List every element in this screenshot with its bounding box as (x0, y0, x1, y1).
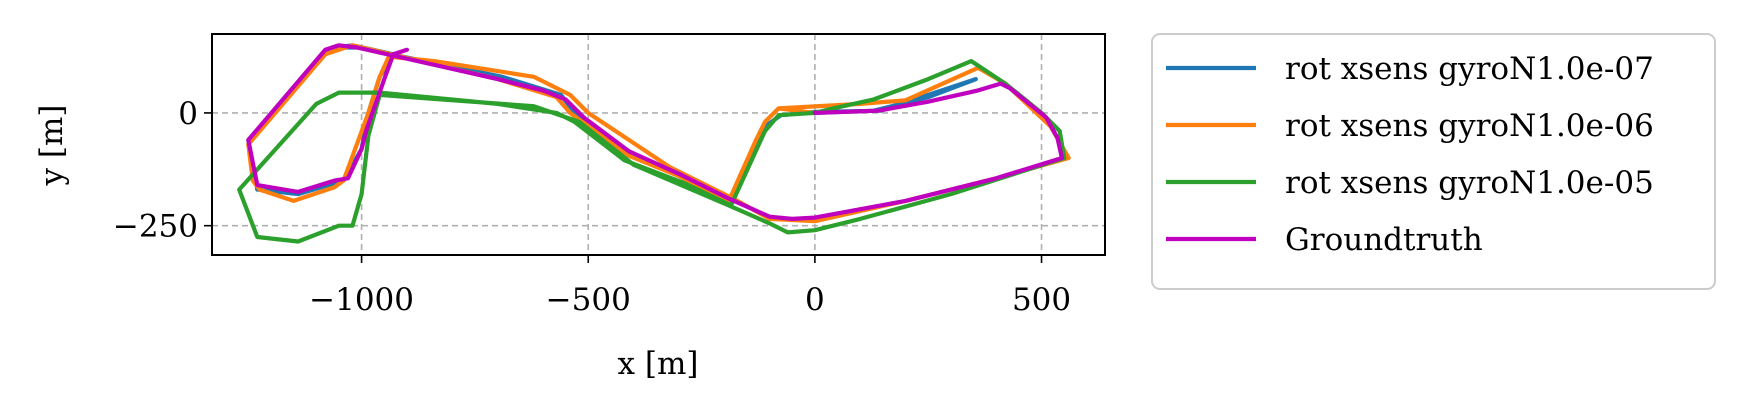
x-tick-label: −1000 (309, 282, 414, 318)
legend-label: rot xsens gyroN1.0e-05 (1285, 165, 1654, 201)
y-tick-label: −250 (113, 209, 198, 245)
x-tick-label: 0 (805, 282, 825, 318)
legend-label: rot xsens gyroN1.0e-06 (1285, 108, 1654, 144)
legend-frame (1151, 33, 1716, 290)
plot-frame (211, 33, 1106, 256)
series-line-groundtruth (246, 43, 1065, 221)
series-layer (237, 43, 1071, 244)
x-tick-label: −500 (546, 282, 631, 318)
legend-label: rot xsens gyroN1.0e-07 (1285, 51, 1654, 87)
legend: rot xsens gyroN1.0e-07 rot xsens gyroN1.0… (1151, 33, 1716, 290)
x-tick-label: 500 (1012, 282, 1071, 318)
y-axis-label: y [m] (34, 105, 70, 187)
y-tick-label: 0 (178, 96, 198, 132)
legend-label: Groundtruth (1285, 222, 1483, 258)
plot-background (212, 34, 1105, 255)
ticks: −1000 −500 0 500 0 −250 (113, 96, 1071, 318)
x-axis-label: x [m] (618, 346, 699, 382)
